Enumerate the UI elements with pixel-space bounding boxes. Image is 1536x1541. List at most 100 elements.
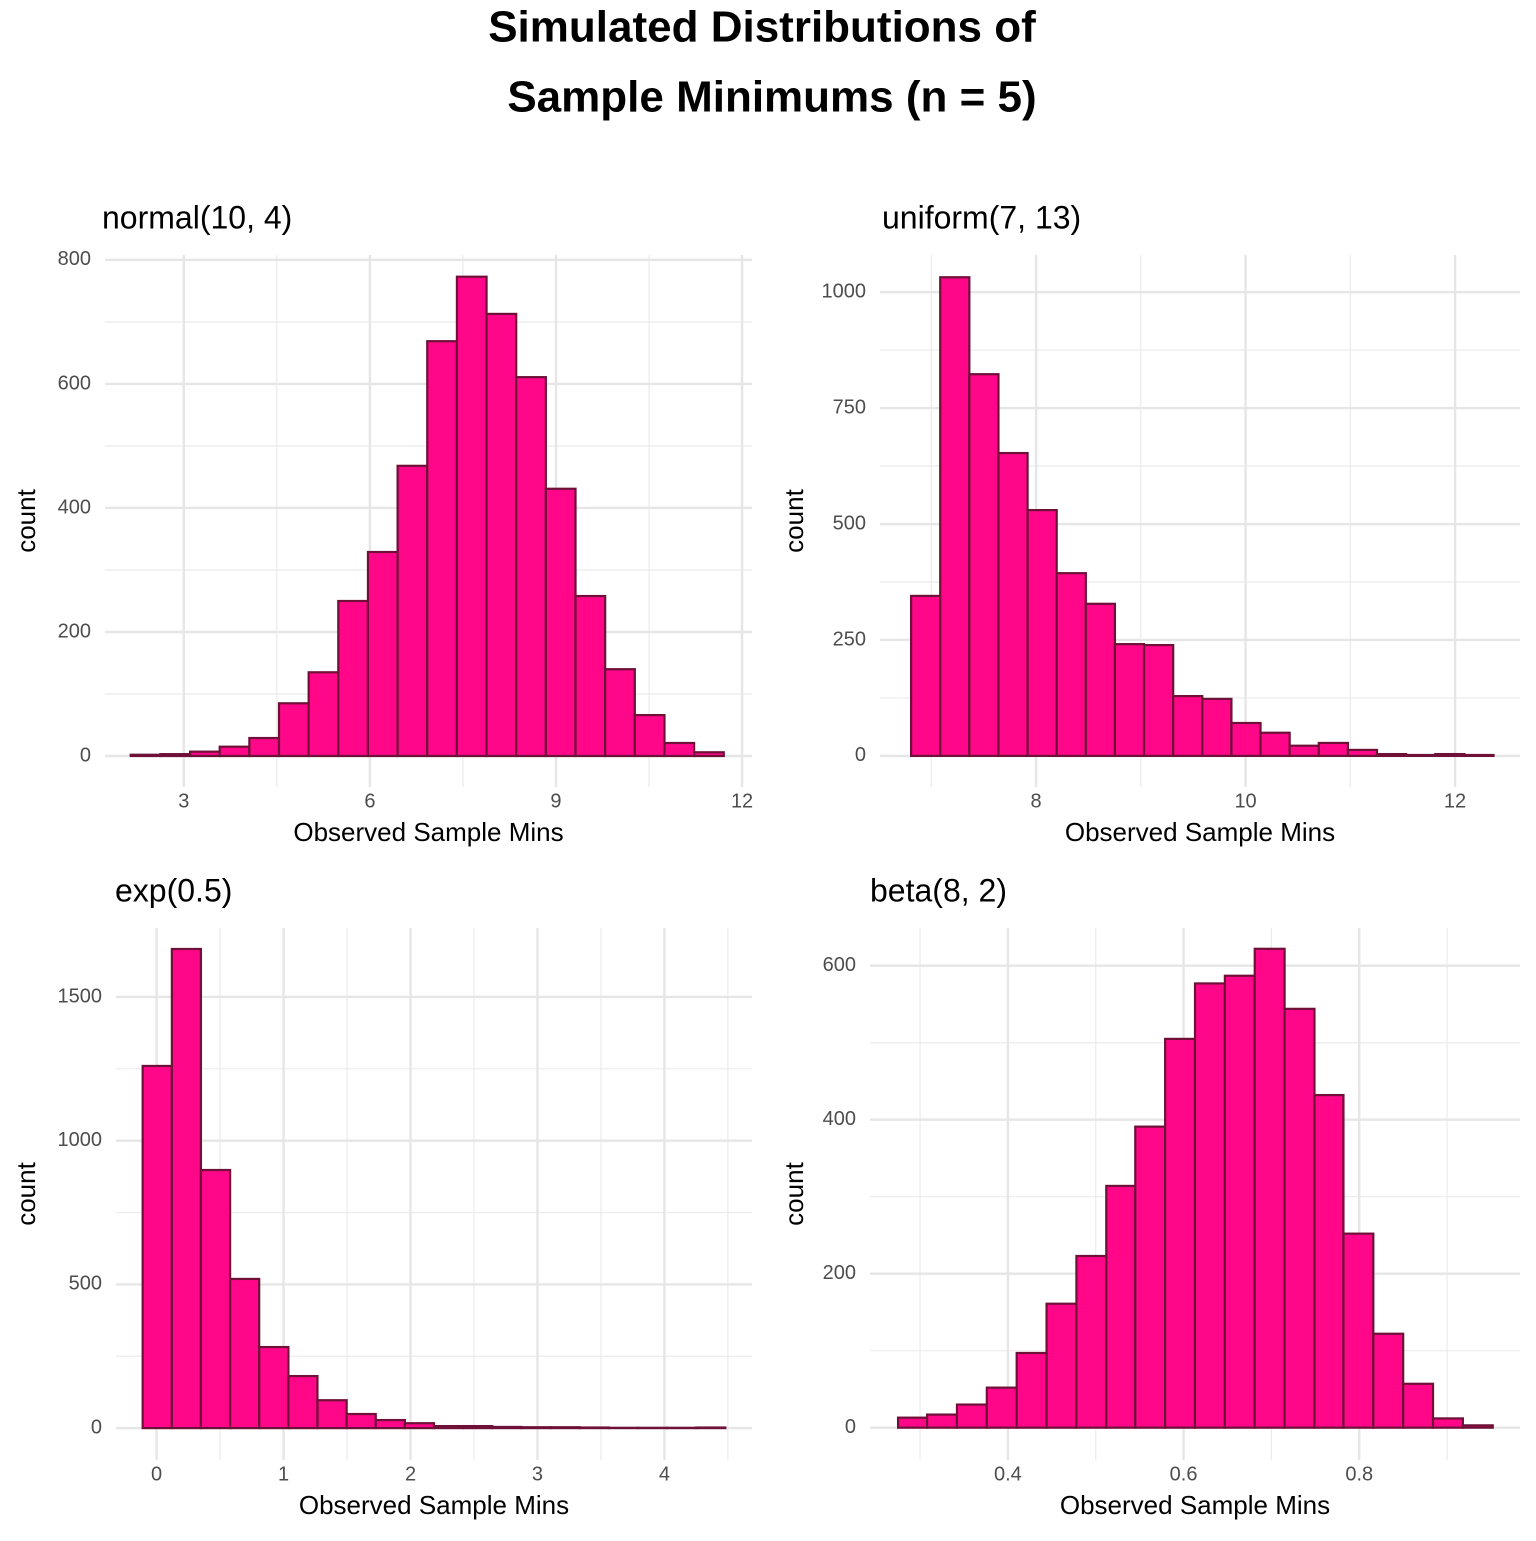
bar (580, 1428, 609, 1429)
bar (1086, 604, 1115, 756)
x-tick-label: 12 (1444, 790, 1466, 812)
x-axis-label: Observed Sample Mins (293, 817, 563, 847)
bar (1076, 1256, 1106, 1428)
bar (1165, 1039, 1195, 1428)
x-tick-label: 8 (1031, 790, 1042, 812)
bar (1231, 723, 1260, 756)
y-tick-label: 1500 (58, 985, 103, 1007)
bar (405, 1423, 434, 1428)
bar (1106, 1186, 1135, 1428)
bar (957, 1405, 987, 1428)
bar (898, 1418, 927, 1428)
bar (457, 277, 487, 756)
bar (368, 552, 398, 756)
bar (1225, 976, 1255, 1428)
bar (664, 743, 694, 756)
bar (463, 1426, 492, 1428)
bar (1435, 754, 1464, 756)
y-axis-label: count (11, 1161, 41, 1225)
bar (259, 1347, 288, 1428)
bar (1173, 696, 1202, 756)
bar (576, 596, 606, 756)
x-tick-label: 0.6 (1170, 1463, 1198, 1485)
y-axis-label: count (779, 488, 809, 552)
y-tick-label: 200 (823, 1262, 856, 1284)
y-tick-label: 200 (58, 620, 91, 642)
panel-title: normal(10, 4) (102, 199, 292, 235)
bar (1255, 949, 1285, 1428)
bar (987, 1388, 1017, 1428)
y-tick-label: 750 (833, 396, 866, 418)
x-tick-label: 2 (405, 1463, 416, 1485)
bar (1144, 645, 1173, 756)
panel-title: beta(8, 2) (870, 872, 1007, 908)
x-tick-label: 1 (278, 1463, 289, 1485)
bar (279, 703, 309, 756)
y-tick-label: 400 (58, 496, 91, 518)
bar (516, 377, 546, 756)
y-tick-label: 400 (823, 1108, 856, 1130)
bar (376, 1420, 405, 1428)
bar (143, 1066, 172, 1428)
bar (969, 374, 998, 756)
bar (1290, 746, 1319, 756)
bar (1463, 1425, 1493, 1427)
bar (338, 601, 368, 756)
panel-title: exp(0.5) (115, 872, 232, 908)
bar (347, 1414, 376, 1428)
bar (696, 1428, 725, 1429)
bar (1047, 1304, 1077, 1428)
bar (288, 1376, 317, 1428)
y-tick-label: 600 (823, 954, 856, 976)
bar (398, 466, 428, 756)
x-tick-label: 6 (364, 790, 375, 812)
bar (940, 277, 969, 756)
x-axis-label: Observed Sample Mins (1060, 1490, 1330, 1520)
x-tick-label: 3 (532, 1463, 543, 1485)
bar (201, 1170, 230, 1428)
bar (1348, 750, 1377, 756)
bar (1314, 1095, 1343, 1428)
bar (1403, 1384, 1433, 1428)
y-tick-label: 1000 (822, 280, 867, 302)
main-title: Sample Minimums (n = 5) (507, 73, 1036, 122)
bar (1406, 755, 1435, 756)
y-tick-label: 500 (833, 512, 866, 534)
bar (1028, 510, 1057, 756)
bar (998, 453, 1027, 756)
x-tick-label: 12 (731, 790, 753, 812)
bar (172, 949, 201, 1428)
bar (1057, 573, 1086, 756)
y-tick-label: 250 (833, 628, 866, 650)
bar (1017, 1353, 1047, 1428)
bar (1319, 743, 1348, 756)
bar (1202, 699, 1231, 756)
main-title: Simulated Distributions of (488, 3, 1036, 52)
bar (605, 669, 635, 756)
x-tick-label: 0 (151, 1463, 162, 1485)
bar (911, 596, 940, 756)
bar (492, 1427, 521, 1428)
bar (317, 1400, 346, 1428)
x-tick-label: 3 (178, 790, 189, 812)
x-tick-label: 10 (1234, 790, 1256, 812)
x-tick-label: 0.4 (994, 1463, 1022, 1485)
bar (1135, 1127, 1165, 1428)
y-tick-label: 1000 (58, 1129, 103, 1151)
bar (1343, 1234, 1373, 1428)
bar (487, 314, 517, 756)
y-tick-label: 0 (80, 744, 91, 766)
y-tick-label: 800 (58, 248, 91, 270)
bar (1373, 1334, 1403, 1428)
x-axis-label: Observed Sample Mins (1065, 817, 1335, 847)
panel-title: uniform(7, 13) (882, 199, 1081, 235)
bar (1115, 644, 1144, 756)
bar (521, 1427, 550, 1428)
bar (220, 747, 250, 756)
bar (434, 1426, 463, 1428)
